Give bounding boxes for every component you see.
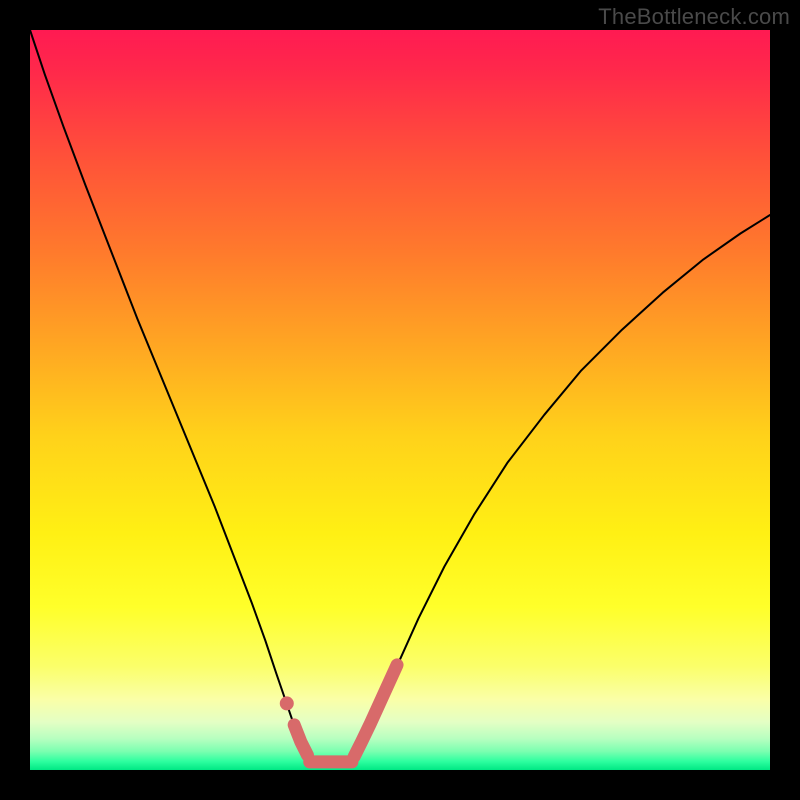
chart-container: TheBottleneck.com [0,0,800,800]
watermark-text: TheBottleneck.com [598,4,790,30]
bottleneck-chart [0,0,800,800]
